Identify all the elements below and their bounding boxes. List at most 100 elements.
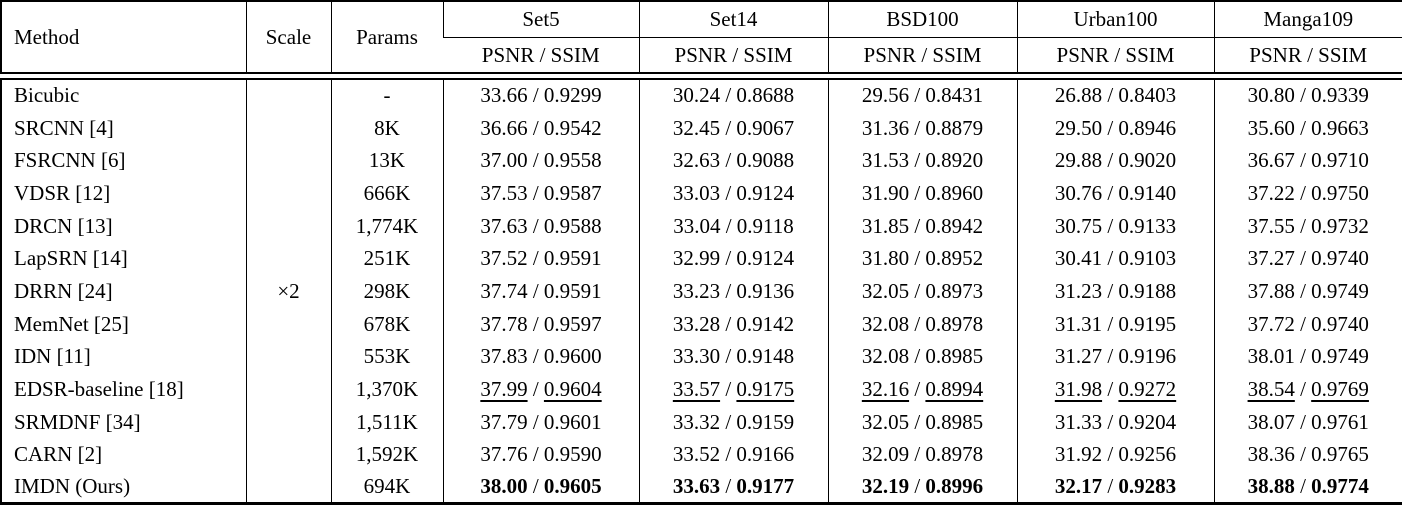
psnr-ssim-cell: 33.63 / 0.9177 bbox=[638, 471, 828, 504]
ssim-value: 0.9740 bbox=[1311, 246, 1369, 271]
psnr-ssim-cell: 37.27 / 0.9740 bbox=[1213, 242, 1402, 276]
psnr-value: 37.72 bbox=[1247, 311, 1295, 336]
psnr-ssim-cell: 37.74 / 0.9591 bbox=[442, 275, 639, 308]
params-cell: 666K bbox=[330, 177, 443, 210]
scale-cell: ×2 bbox=[245, 79, 331, 504]
col-header-set5: Set5 bbox=[442, 1, 639, 38]
psnr-ssim-cell: 38.07 / 0.9761 bbox=[1213, 405, 1402, 439]
ssim-value: 0.9124 bbox=[736, 180, 795, 205]
ssim-value: 0.8403 bbox=[1118, 83, 1177, 108]
psnr-value: 31.36 bbox=[861, 115, 910, 140]
col-header-manga109: Manga109 bbox=[1213, 1, 1402, 38]
psnr-value: 37.22 bbox=[1247, 180, 1295, 205]
ssim-value: 0.9175 bbox=[736, 377, 795, 402]
psnr-ssim-cell: 33.30 / 0.9148 bbox=[638, 340, 828, 374]
ssim-value: 0.8996 bbox=[925, 474, 984, 499]
table-row: DRRN [24] 298K 37.74 / 0.9591 33.23 / 0.913… bbox=[1, 275, 1402, 308]
metric-header-bsd100: PSNR / SSIM bbox=[827, 37, 1017, 73]
table-row: VDSR [12] 666K 37.53 / 0.9587 33.03 / 0.912… bbox=[1, 177, 1402, 210]
ssim-value: 0.9133 bbox=[1118, 213, 1177, 238]
psnr-ssim-cell: 37.55 / 0.9732 bbox=[1213, 209, 1402, 243]
psnr-ssim-cell: 38.00 / 0.9605 bbox=[442, 471, 639, 504]
table-row: IMDN (Ours) 694K 38.00 / 0.9605 33.63 / 0.9… bbox=[1, 471, 1402, 504]
psnr-value: 31.53 bbox=[861, 148, 910, 173]
ssim-value: 0.9600 bbox=[543, 344, 602, 369]
params-cell: 13K bbox=[330, 144, 443, 178]
psnr-ssim-cell: 31.98 / 0.9272 bbox=[1016, 373, 1214, 406]
psnr-value: 37.78 bbox=[480, 311, 528, 336]
psnr-value: 31.98 bbox=[1054, 377, 1103, 402]
psnr-value: 30.76 bbox=[1054, 180, 1103, 205]
ssim-value: 0.9103 bbox=[1118, 246, 1177, 271]
psnr-ssim-cell: 37.83 / 0.9600 bbox=[442, 340, 639, 374]
psnr-value: 32.09 bbox=[861, 442, 910, 467]
ssim-value: 0.9256 bbox=[1118, 442, 1177, 467]
method-cell: DRCN [13] bbox=[14, 213, 113, 238]
psnr-ssim-cell: 37.88 / 0.9749 bbox=[1213, 275, 1402, 308]
psnr-value: 30.41 bbox=[1054, 246, 1103, 271]
params-cell: 1,511K bbox=[330, 405, 443, 439]
ssim-value: 0.9166 bbox=[736, 442, 795, 467]
metric-header-set14: PSNR / SSIM bbox=[638, 37, 828, 73]
method-cell: IMDN (Ours) bbox=[14, 474, 131, 499]
psnr-value: 33.28 bbox=[672, 311, 721, 336]
ssim-value: 0.9750 bbox=[1311, 180, 1369, 205]
psnr-value: 37.27 bbox=[1247, 246, 1295, 271]
params-cell: 694K bbox=[330, 471, 443, 504]
psnr-ssim-cell: 35.60 / 0.9663 bbox=[1213, 111, 1402, 145]
psnr-value: 37.55 bbox=[1247, 213, 1295, 238]
psnr-value: 29.88 bbox=[1054, 148, 1103, 173]
col-header-bsd100: BSD100 bbox=[827, 1, 1017, 38]
ssim-value: 0.8879 bbox=[925, 115, 984, 140]
psnr-ssim-cell: 32.08 / 0.8978 bbox=[827, 307, 1017, 341]
ssim-value: 0.9597 bbox=[543, 311, 602, 336]
psnr-ssim-cell: 31.92 / 0.9256 bbox=[1016, 438, 1214, 472]
ssim-value: 0.9732 bbox=[1311, 213, 1369, 238]
ssim-value: 0.9339 bbox=[1311, 83, 1369, 108]
ssim-value: 0.9749 bbox=[1311, 344, 1369, 369]
psnr-ssim-cell: 37.22 / 0.9750 bbox=[1213, 177, 1402, 210]
ssim-value: 0.8946 bbox=[1118, 115, 1177, 140]
psnr-ssim-cell: 37.79 / 0.9601 bbox=[442, 405, 639, 439]
psnr-ssim-cell: 31.27 / 0.9196 bbox=[1016, 340, 1214, 374]
col-header-params: Params bbox=[330, 1, 443, 73]
ssim-value: 0.9142 bbox=[736, 311, 795, 336]
psnr-value: 38.36 bbox=[1247, 442, 1295, 467]
psnr-ssim-cell: 30.24 / 0.8688 bbox=[638, 79, 828, 112]
ssim-value: 0.9740 bbox=[1311, 311, 1369, 336]
psnr-ssim-cell: 30.75 / 0.9133 bbox=[1016, 209, 1214, 243]
psnr-value: 33.23 bbox=[672, 278, 721, 303]
psnr-ssim-cell: 33.32 / 0.9159 bbox=[638, 405, 828, 439]
metric-header-urban100: PSNR / SSIM bbox=[1016, 37, 1214, 73]
method-cell: SRCNN [4] bbox=[14, 115, 114, 140]
psnr-ssim-cell: 26.88 / 0.8403 bbox=[1016, 79, 1214, 112]
psnr-ssim-cell: 33.03 / 0.9124 bbox=[638, 177, 828, 210]
psnr-ssim-cell: 32.08 / 0.8985 bbox=[827, 340, 1017, 374]
psnr-ssim-cell: 37.76 / 0.9590 bbox=[442, 438, 639, 472]
ssim-value: 0.8985 bbox=[925, 344, 984, 369]
psnr-value: 37.74 bbox=[480, 278, 528, 303]
params-cell: 251K bbox=[330, 242, 443, 276]
ssim-value: 0.8942 bbox=[925, 213, 984, 238]
method-cell: Bicubic bbox=[14, 83, 80, 108]
ssim-value: 0.9605 bbox=[543, 474, 602, 499]
psnr-ssim-cell: 31.31 / 0.9195 bbox=[1016, 307, 1214, 341]
params-cell: 298K bbox=[330, 275, 443, 308]
ssim-value: 0.9663 bbox=[1311, 115, 1369, 140]
table-row: MemNet [25] 678K 37.78 / 0.9597 33.28 / 0.9… bbox=[1, 307, 1402, 341]
ssim-value: 0.8978 bbox=[925, 311, 984, 336]
params-cell: 1,592K bbox=[330, 438, 443, 472]
psnr-value: 37.63 bbox=[480, 213, 528, 238]
psnr-value: 37.52 bbox=[480, 246, 528, 271]
psnr-ssim-cell: 31.85 / 0.8942 bbox=[827, 209, 1017, 243]
ssim-value: 0.9188 bbox=[1118, 278, 1177, 303]
psnr-ssim-cell: 38.01 / 0.9749 bbox=[1213, 340, 1402, 374]
col-header-set14: Set14 bbox=[638, 1, 828, 38]
ssim-value: 0.9591 bbox=[543, 246, 602, 271]
col-header-urban100: Urban100 bbox=[1016, 1, 1214, 38]
table-row: IDN [11] 553K 37.83 / 0.9600 33.30 / 0.9148… bbox=[1, 340, 1402, 374]
psnr-ssim-cell: 33.57 / 0.9175 bbox=[638, 373, 828, 406]
ssim-value: 0.9591 bbox=[543, 278, 602, 303]
method-cell: DRRN [24] bbox=[14, 278, 113, 303]
psnr-ssim-cell: 33.66 / 0.9299 bbox=[442, 79, 639, 112]
